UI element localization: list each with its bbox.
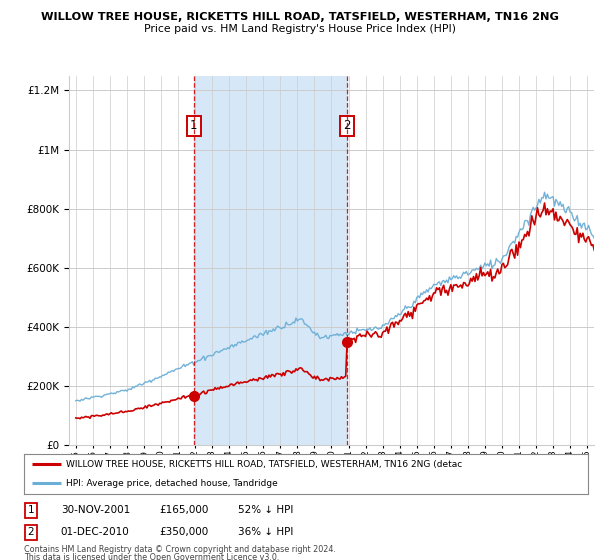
Text: This data is licensed under the Open Government Licence v3.0.: This data is licensed under the Open Gov… — [24, 553, 280, 560]
Text: Contains HM Land Registry data © Crown copyright and database right 2024.: Contains HM Land Registry data © Crown c… — [24, 545, 336, 554]
Text: 01-DEC-2010: 01-DEC-2010 — [61, 527, 130, 537]
Text: 30-NOV-2001: 30-NOV-2001 — [61, 505, 130, 515]
Text: 52% ↓ HPI: 52% ↓ HPI — [238, 505, 293, 515]
Text: WILLOW TREE HOUSE, RICKETTS HILL ROAD, TATSFIELD, WESTERHAM, TN16 2NG: WILLOW TREE HOUSE, RICKETTS HILL ROAD, T… — [41, 12, 559, 22]
Text: 2: 2 — [343, 119, 351, 132]
Bar — [194, 76, 347, 445]
Text: HPI: Average price, detached house, Tandridge: HPI: Average price, detached house, Tand… — [66, 479, 278, 488]
Text: WILLOW TREE HOUSE, RICKETTS HILL ROAD, TATSFIELD, WESTERHAM, TN16 2NG (detac: WILLOW TREE HOUSE, RICKETTS HILL ROAD, T… — [66, 460, 463, 469]
Text: £350,000: £350,000 — [160, 527, 209, 537]
Text: £165,000: £165,000 — [160, 505, 209, 515]
Text: 1: 1 — [190, 119, 197, 132]
Text: Price paid vs. HM Land Registry's House Price Index (HPI): Price paid vs. HM Land Registry's House … — [144, 24, 456, 34]
Text: 36% ↓ HPI: 36% ↓ HPI — [238, 527, 293, 537]
Text: 2: 2 — [28, 527, 34, 537]
Text: 1: 1 — [28, 505, 34, 515]
